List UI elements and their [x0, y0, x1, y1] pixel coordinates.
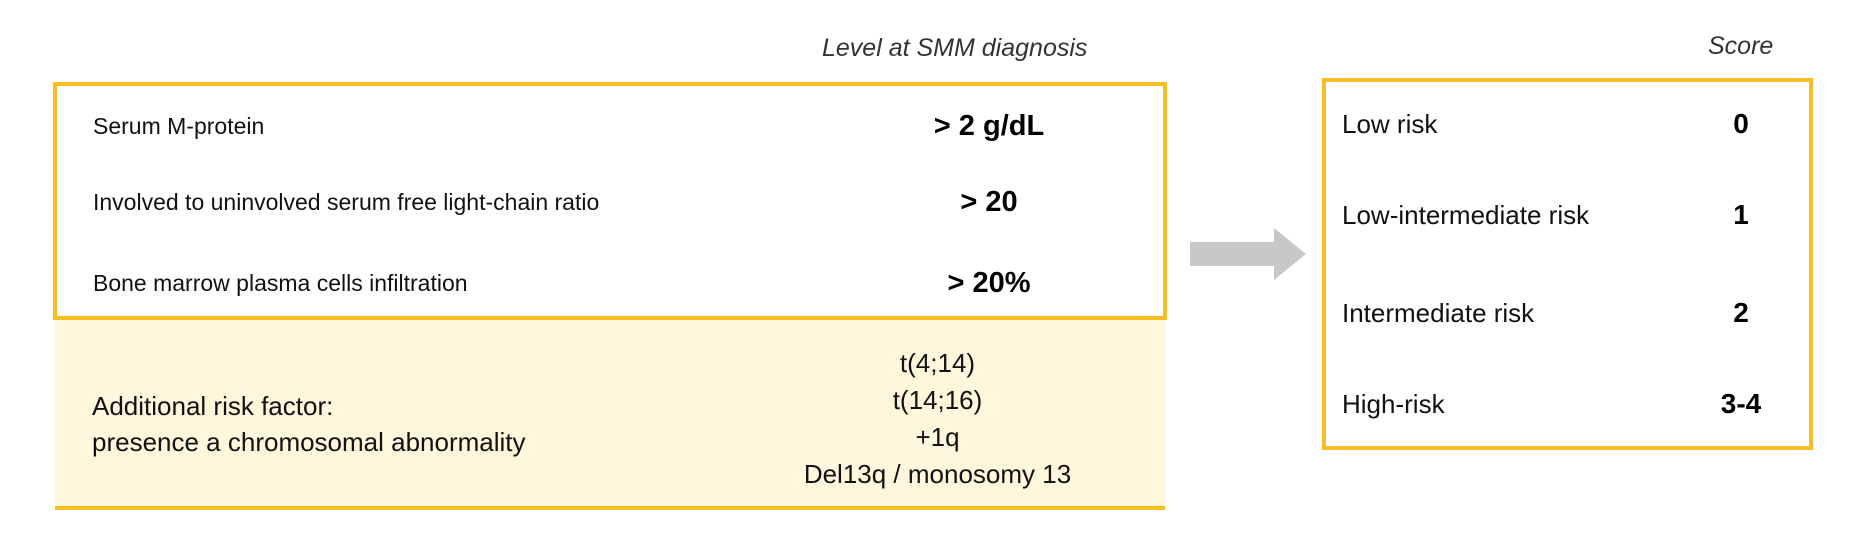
risk-score-box: Low risk 0 Low-intermediate risk 1 Inter…: [1322, 78, 1813, 450]
criteria-value: > 2 g/dL: [933, 110, 1045, 142]
abnormality-item: t(4;14): [899, 348, 976, 378]
risk-label: Low risk: [1342, 109, 1438, 139]
level-at-diagnosis-header: Level at SMM diagnosis: [822, 34, 1088, 62]
risk-row-intermediate: Intermediate risk 2: [1326, 293, 1809, 333]
criteria-row-flc-ratio: Involved to uninvolved serum free light-…: [57, 182, 1163, 222]
criteria-row-serum-m-protein: Serum M-protein > 2 g/dL: [57, 106, 1163, 146]
risk-score: 1: [1733, 199, 1749, 230]
criteria-label: Involved to uninvolved serum free light-…: [93, 189, 600, 215]
right-arrow-icon: [1190, 228, 1310, 280]
criteria-value: > 20: [960, 186, 1018, 218]
chromosomal-abnormality-list: t(4;14) t(14;16) +1q Del13q / monosomy 1…: [755, 345, 1120, 493]
risk-row-low-intermediate: Low-intermediate risk 1: [1326, 195, 1809, 235]
criteria-row-bone-marrow: Bone marrow plasma cells infiltration > …: [57, 263, 1163, 303]
additional-risk-label-line1: Additional risk factor:: [92, 391, 334, 421]
criteria-label: Bone marrow plasma cells infiltration: [93, 270, 468, 296]
additional-risk-label-line2: presence a chromosomal abnormality: [92, 427, 526, 457]
risk-score: 0: [1733, 108, 1749, 139]
risk-score: 3-4: [1720, 388, 1762, 419]
risk-row-low: Low risk 0: [1326, 104, 1809, 144]
additional-risk-label: Additional risk factor: presence a chrom…: [92, 388, 526, 460]
criteria-value: > 20%: [947, 267, 1031, 299]
criteria-box: Serum M-protein > 2 g/dL Involved to uni…: [53, 82, 1167, 320]
risk-label: High-risk: [1342, 389, 1445, 419]
abnormality-item: Del13q / monosomy 13: [803, 459, 1072, 489]
risk-row-high: High-risk 3-4: [1326, 384, 1809, 424]
right-arrow-shape: [1190, 228, 1306, 280]
risk-label: Low-intermediate risk: [1342, 200, 1590, 230]
score-header: Score: [1708, 32, 1774, 60]
abnormality-item: +1q: [915, 422, 960, 452]
criteria-label: Serum M-protein: [93, 113, 265, 139]
risk-label: Intermediate risk: [1342, 298, 1535, 328]
risk-score: 2: [1733, 297, 1749, 328]
additional-risk-band: Additional risk factor: presence a chrom…: [55, 320, 1165, 510]
abnormality-item: t(14;16): [892, 385, 983, 415]
